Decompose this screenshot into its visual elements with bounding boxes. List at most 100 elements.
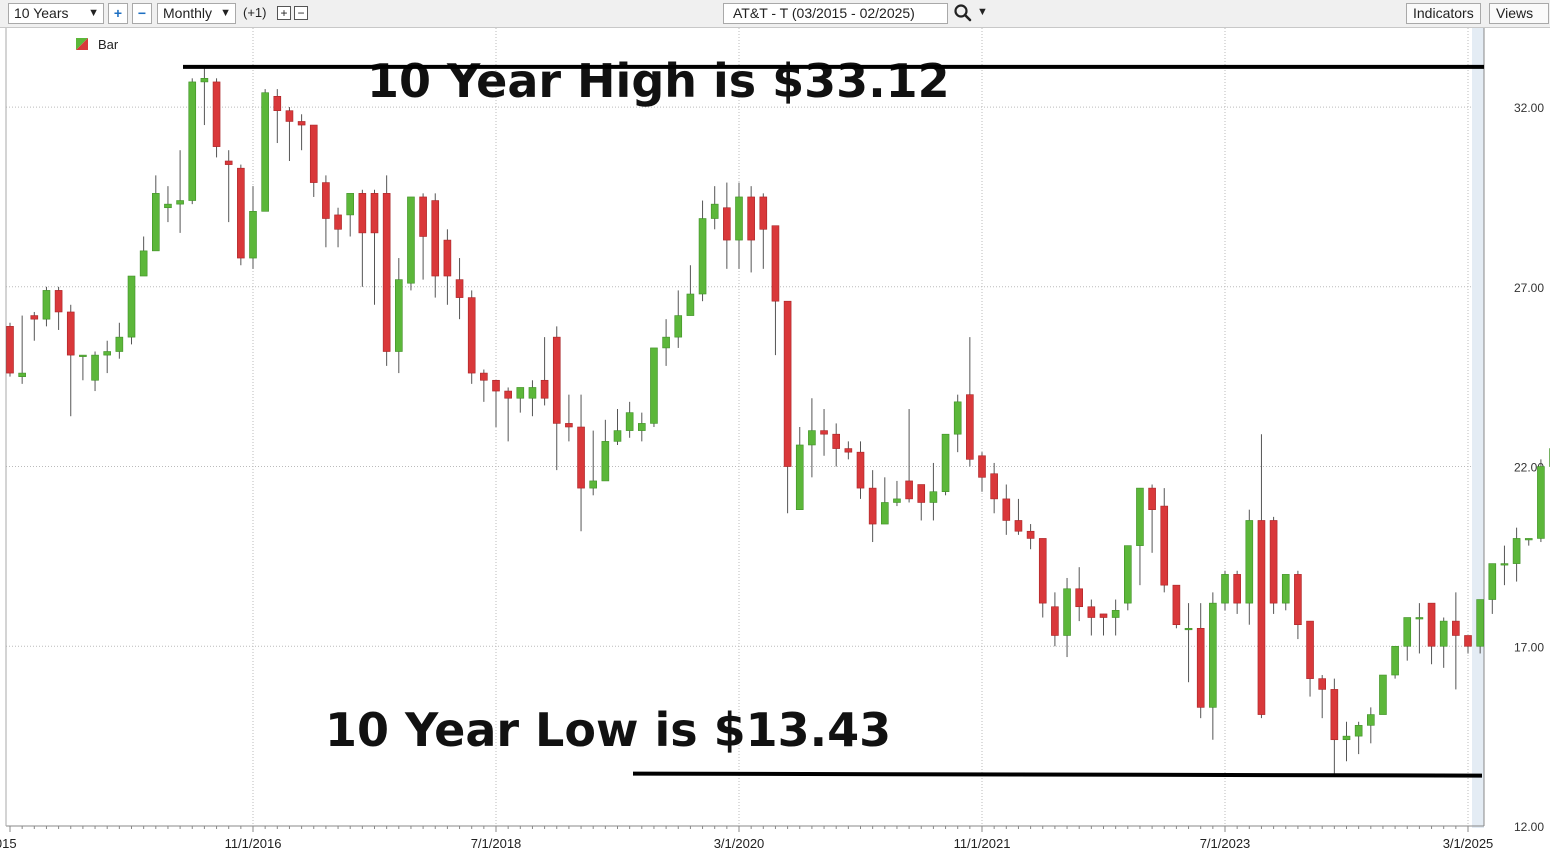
candle-body (552, 336, 561, 424)
range-select[interactable]: 10 Years ▼ (8, 3, 104, 24)
candle-up (394, 258, 403, 374)
zoom-in-button[interactable]: + (108, 3, 128, 24)
candle-body (1403, 617, 1412, 647)
views-button[interactable]: Views (1489, 3, 1549, 24)
candle-body (1439, 620, 1448, 647)
candle-up (808, 398, 816, 478)
candle-body (966, 394, 974, 460)
minus-icon: − (137, 5, 147, 21)
candle-body (929, 491, 938, 503)
x-tick-label: 11/1/2021 (954, 836, 1011, 851)
candle-body (1148, 487, 1156, 510)
candle-up (1209, 592, 1217, 740)
symbol-title-box[interactable]: AT&T - T (03/2015 - 02/2025) (723, 3, 948, 24)
candle-body (662, 336, 670, 349)
candle-down (917, 484, 926, 521)
candle-body (1002, 498, 1011, 521)
candle-body (1014, 520, 1023, 532)
chart-toolbar: 10 Years ▼ + − Monthly ▼ (+1) + − AT&T -… (0, 0, 1550, 28)
candle-body (880, 502, 889, 525)
candle-body (1379, 674, 1387, 715)
candle-body (261, 92, 269, 212)
candle-body (941, 433, 950, 493)
candle-down (212, 78, 221, 158)
candle-body (249, 211, 257, 259)
candle-up (735, 182, 743, 269)
candle-body (540, 379, 549, 399)
zoom-out-button[interactable]: − (132, 3, 152, 24)
candle-body (990, 473, 998, 500)
candle-body (346, 193, 355, 216)
candle-down (1087, 599, 1096, 636)
candle-up (941, 433, 950, 496)
candle-body (30, 315, 39, 320)
candle-up (650, 347, 658, 427)
candle-body (759, 196, 768, 230)
candle-up (249, 186, 257, 269)
step-minus-button[interactable]: − (294, 6, 308, 20)
y-tick-label: 12.00 (1514, 820, 1544, 834)
candle-down (1318, 675, 1326, 719)
candle-body (176, 200, 184, 205)
candle-down (224, 150, 233, 223)
search-icon[interactable] (953, 3, 973, 25)
candle-down (990, 462, 998, 514)
candle-body (1464, 635, 1472, 647)
candle-body (212, 81, 221, 147)
candle-body (625, 412, 634, 431)
candle-body (698, 218, 707, 295)
candle-body (528, 387, 537, 399)
indicators-button[interactable]: Indicators (1406, 3, 1481, 24)
candle-up (1415, 603, 1424, 654)
candle-down (480, 369, 488, 402)
candle-body (1367, 714, 1375, 726)
candle-down (370, 189, 379, 305)
candle-up (662, 319, 670, 366)
candle-body (1452, 620, 1460, 636)
candle-body (601, 441, 610, 482)
candle-down (820, 409, 828, 456)
candle-up (1354, 721, 1363, 755)
candle-up (637, 412, 646, 442)
candle-up (103, 340, 111, 374)
candle-down (273, 89, 282, 144)
candle-up (613, 409, 622, 445)
candle-body (42, 290, 51, 320)
interval-select[interactable]: Monthly ▼ (157, 3, 236, 24)
candle-down (723, 182, 731, 269)
indicators-label: Indicators (1413, 5, 1474, 21)
candle-down (1427, 602, 1436, 665)
step-plus-button[interactable]: + (277, 6, 291, 20)
candle-body (735, 196, 743, 241)
candle-up (1367, 707, 1375, 744)
chart-title: AT&T - T (03/2015 - 02/2025) (733, 5, 915, 21)
chart-scroll-strip[interactable] (1472, 28, 1484, 828)
candle-body (200, 78, 209, 83)
candle-down (905, 409, 913, 503)
candle-body (1099, 613, 1108, 618)
candle-body (1209, 602, 1217, 708)
candle-up (1524, 538, 1533, 546)
candle-up (91, 351, 99, 392)
candle-down (868, 470, 877, 543)
candle-body (1524, 538, 1533, 541)
candle-body (1172, 584, 1181, 626)
candle-body (66, 311, 75, 356)
candle-body (747, 196, 755, 241)
candle-up (528, 380, 537, 417)
range-select-value: 10 Years (14, 5, 69, 21)
candle-body (1281, 574, 1290, 604)
candle-up (1136, 487, 1144, 586)
candle-down (455, 258, 464, 320)
high-annotation-text: 10 Year High is $33.12 (367, 54, 950, 108)
candle-down (285, 107, 294, 161)
candle-body (1136, 487, 1144, 546)
candle-up (1342, 721, 1351, 762)
candle-up (1063, 577, 1071, 658)
candle-body (1415, 617, 1424, 620)
candle-up (893, 480, 901, 507)
candle-down (1233, 570, 1241, 614)
candle-down (1051, 592, 1059, 647)
candle-up (407, 196, 415, 291)
chevron-down-icon[interactable]: ▼ (977, 6, 988, 18)
